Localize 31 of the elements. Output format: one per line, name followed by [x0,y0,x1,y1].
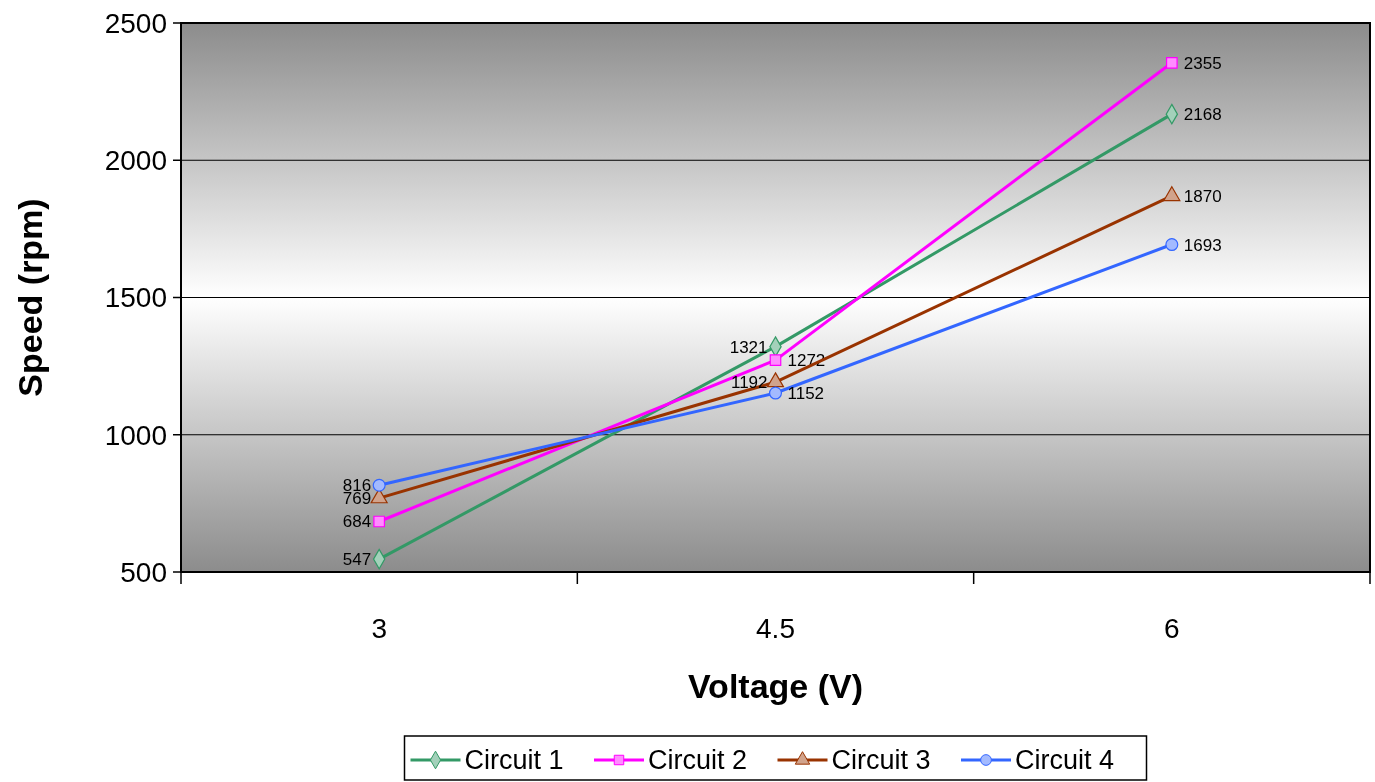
data-label: 1693 [1183,235,1222,255]
data-label: 684 [342,512,372,532]
point [1163,186,1181,202]
point [373,515,386,528]
legend-label: Circuit 4 [1015,745,1115,776]
legend-label: Circuit 1 [464,745,564,776]
y-axis-title: Speed (rpm) [11,198,49,397]
x-tick-label: 4.5 [756,613,795,644]
point [769,354,782,366]
x-tick-label: 6 [1164,613,1180,644]
y-tick-label: 1500 [104,282,167,314]
data-label: 1152 [787,384,825,404]
x-axis-title: Voltage (V) [687,667,864,705]
legend-label: Circuit 3 [831,745,931,776]
point [1165,56,1178,69]
point [766,372,785,388]
point [768,386,783,400]
point [1165,238,1179,252]
data-label: 1321 [729,337,768,357]
x-tick-label: 3 [371,613,387,644]
legend-label: Circuit 2 [648,745,748,776]
data-label: 1192 [730,373,768,393]
y-tick-label: 2000 [104,145,167,177]
data-label: 1870 [1183,186,1222,206]
point [372,478,386,492]
data-label: 2168 [1183,105,1222,125]
y-tick-label: 500 [120,556,167,588]
y-tick-label: 1000 [104,419,167,451]
data-label: 2355 [1183,53,1222,73]
data-label: 547 [342,550,372,570]
y-tick-label: 2500 [104,7,167,39]
